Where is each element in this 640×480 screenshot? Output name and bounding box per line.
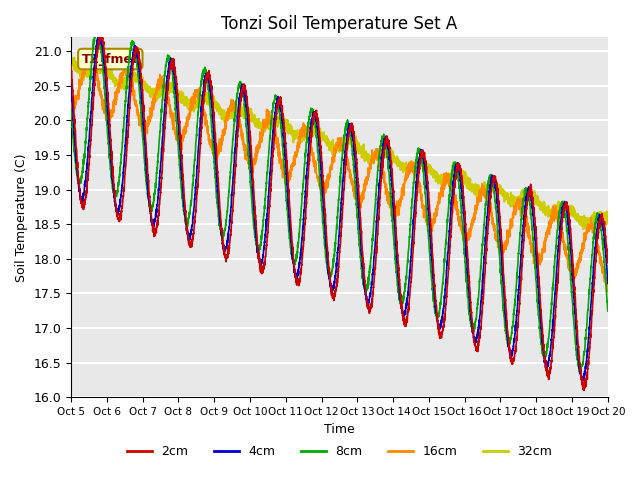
- Line: 8cm: 8cm: [71, 28, 608, 372]
- 32cm: [392, 155, 399, 161]
- 2cm: [67, 62, 75, 68]
- Legend: 2cm, 4cm, 8cm, 16cm, 32cm: 2cm, 4cm, 8cm, 16cm, 32cm: [122, 440, 557, 463]
- 8cm: [94, 25, 102, 31]
- 16cm: [67, 106, 75, 111]
- 16cm: [604, 280, 612, 286]
- 16cm: [218, 144, 225, 150]
- 32cm: [70, 55, 78, 60]
- Line: 16cm: 16cm: [71, 50, 608, 292]
- 8cm: [604, 305, 611, 311]
- 8cm: [553, 230, 561, 236]
- 8cm: [182, 219, 190, 225]
- 2cm: [182, 220, 190, 226]
- 4cm: [67, 84, 75, 89]
- 16cm: [401, 177, 409, 183]
- 2cm: [218, 220, 225, 226]
- 4cm: [578, 378, 586, 384]
- 8cm: [575, 369, 583, 375]
- Line: 32cm: 32cm: [71, 58, 608, 229]
- 8cm: [392, 262, 399, 267]
- 32cm: [604, 218, 612, 224]
- 8cm: [67, 107, 75, 113]
- 16cm: [182, 129, 190, 135]
- 2cm: [401, 324, 409, 329]
- 4cm: [218, 230, 225, 236]
- 4cm: [95, 30, 103, 36]
- 32cm: [218, 106, 225, 112]
- 2cm: [604, 258, 611, 264]
- 4cm: [604, 280, 612, 286]
- 4cm: [604, 276, 611, 282]
- 4cm: [392, 242, 399, 248]
- 32cm: [182, 100, 190, 106]
- 32cm: [67, 58, 75, 64]
- 16cm: [392, 210, 399, 216]
- Y-axis label: Soil Temperature (C): Soil Temperature (C): [15, 153, 28, 282]
- 2cm: [553, 286, 561, 292]
- Line: 4cm: 4cm: [71, 33, 608, 381]
- Text: TZ_fmet: TZ_fmet: [82, 52, 139, 66]
- 8cm: [604, 308, 612, 314]
- 8cm: [401, 280, 409, 286]
- 16cm: [553, 216, 561, 221]
- Line: 2cm: 2cm: [71, 31, 608, 391]
- 16cm: [604, 279, 611, 285]
- 8cm: [218, 231, 225, 237]
- X-axis label: Time: Time: [324, 422, 355, 436]
- 4cm: [553, 264, 561, 270]
- 32cm: [579, 226, 587, 232]
- 32cm: [553, 211, 561, 216]
- 32cm: [604, 219, 611, 225]
- 4cm: [401, 311, 409, 316]
- Title: Tonzi Soil Temperature Set A: Tonzi Soil Temperature Set A: [221, 15, 458, 33]
- 2cm: [97, 28, 104, 34]
- 16cm: [84, 48, 92, 53]
- 2cm: [580, 388, 588, 394]
- 16cm: [604, 289, 611, 295]
- 2cm: [604, 258, 612, 264]
- 32cm: [401, 166, 409, 171]
- 4cm: [182, 222, 190, 228]
- 2cm: [392, 225, 399, 230]
